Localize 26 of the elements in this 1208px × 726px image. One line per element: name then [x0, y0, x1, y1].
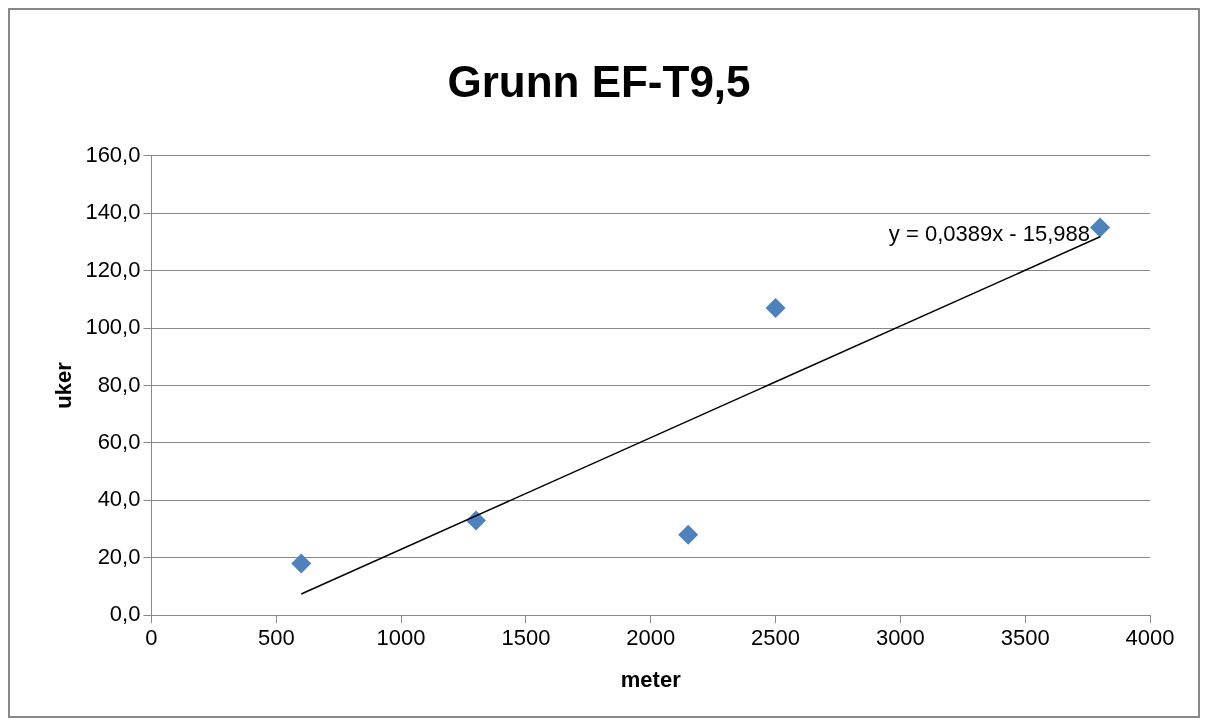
point: [291, 553, 312, 574]
y-axis-title: uker: [51, 361, 77, 409]
y-tick-label: 100,0: [85, 314, 141, 340]
x-tick-label: 3000: [875, 625, 925, 651]
x-tick-label: 2000: [626, 625, 676, 651]
x-tick-label: 3500: [1000, 625, 1050, 651]
y-tick-label: 0,0: [109, 601, 141, 627]
x-tick-label: 500: [257, 625, 295, 651]
x-tick-label: 4000: [1125, 625, 1175, 651]
chart-title: Grunn EF-T9,5: [447, 56, 751, 106]
y-tick-label: 120,0: [85, 256, 141, 282]
x-tick-label: 1000: [376, 625, 426, 651]
x-tick-label: 0: [145, 625, 158, 651]
x-tick-label: 1500: [501, 625, 551, 651]
x-axis-title: meter: [620, 666, 682, 692]
y-tick-label: 140,0: [85, 199, 141, 225]
point: [678, 524, 699, 545]
x-tick-label: 2500: [751, 625, 801, 651]
y-tick-label: 20,0: [97, 543, 141, 569]
y-tick-label: 160,0: [85, 141, 141, 167]
point: [765, 297, 786, 318]
point: [1090, 217, 1111, 238]
y-tick-label: 60,0: [97, 428, 141, 454]
y-tick-label: 80,0: [97, 371, 141, 397]
y-tick-label: 40,0: [97, 486, 141, 512]
annotation: y = 0,0389x - 15,988: [888, 220, 1091, 246]
